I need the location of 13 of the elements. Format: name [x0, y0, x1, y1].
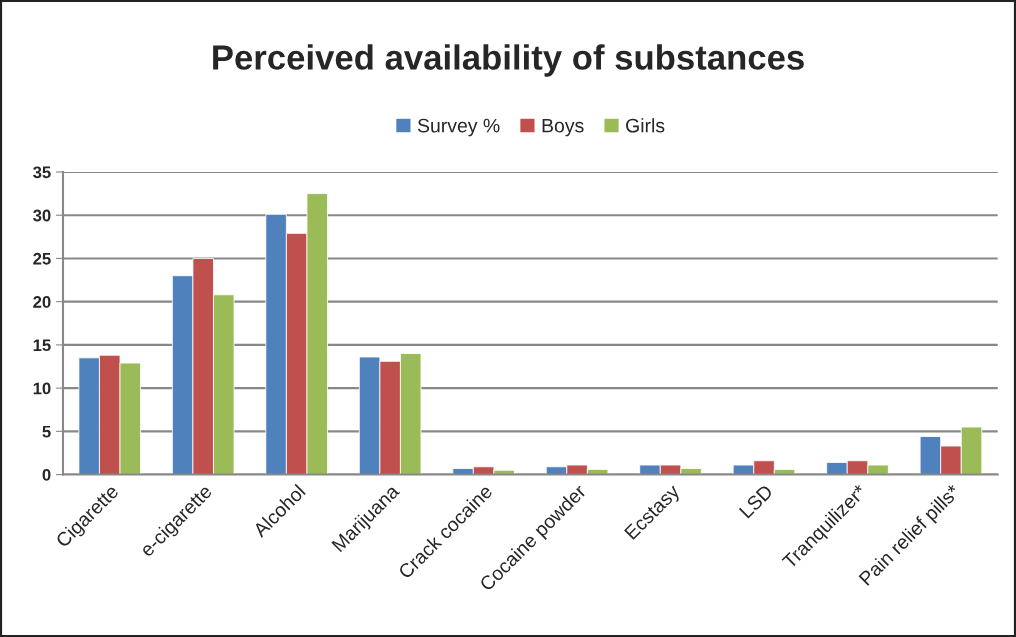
- y-tick-label: 0: [42, 468, 51, 481]
- y-tick-label: 5: [42, 425, 51, 438]
- y-tick-label: 20: [33, 296, 51, 308]
- chart-title: Perceived availability of substances: [213, 44, 804, 77]
- y-tick-label: 35: [33, 166, 51, 179]
- legend-label: Boys: [542, 118, 584, 137]
- y-tick-label: 30: [33, 209, 51, 222]
- x-tick-label: LSD: [738, 483, 774, 519]
- y-tick-label: 15: [33, 339, 51, 352]
- legend-label: Girls: [626, 118, 665, 133]
- legend-label: Survey %: [417, 118, 500, 137]
- y-tick-label: 25: [33, 252, 51, 265]
- y-tick-label: 10: [33, 382, 51, 395]
